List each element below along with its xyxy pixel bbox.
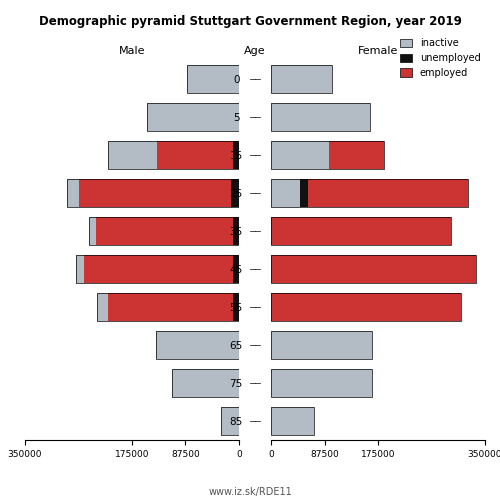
Title: Age: Age bbox=[244, 46, 266, 56]
Bar bbox=[300, 180, 308, 206]
Bar bbox=[187, 66, 239, 92]
Bar bbox=[271, 104, 370, 130]
Bar bbox=[271, 332, 372, 358]
Bar bbox=[271, 66, 332, 92]
Bar bbox=[234, 218, 239, 244]
Bar bbox=[76, 256, 84, 282]
Bar bbox=[271, 332, 372, 358]
Bar bbox=[157, 142, 234, 169]
Bar bbox=[172, 370, 239, 396]
Bar bbox=[271, 256, 476, 282]
Bar bbox=[156, 332, 239, 358]
Bar bbox=[271, 218, 452, 244]
Bar bbox=[271, 142, 384, 169]
Bar bbox=[108, 142, 239, 169]
Bar bbox=[231, 180, 239, 206]
Bar bbox=[67, 180, 239, 206]
Bar bbox=[308, 180, 468, 206]
Bar bbox=[108, 294, 234, 320]
Title: Female: Female bbox=[358, 46, 398, 56]
Bar bbox=[271, 294, 460, 320]
Bar bbox=[88, 218, 239, 244]
Bar bbox=[271, 180, 300, 206]
Bar bbox=[108, 142, 157, 169]
Text: Demographic pyramid Stuttgart Government Region, year 2019: Demographic pyramid Stuttgart Government… bbox=[38, 15, 462, 28]
Bar bbox=[67, 180, 80, 206]
Bar bbox=[329, 142, 384, 169]
Bar bbox=[271, 370, 372, 396]
Bar bbox=[220, 408, 239, 434]
Bar bbox=[271, 142, 329, 169]
Bar bbox=[271, 104, 370, 130]
Bar bbox=[220, 408, 239, 434]
Legend: inactive, unemployed, employed: inactive, unemployed, employed bbox=[396, 34, 484, 82]
Bar bbox=[271, 66, 332, 92]
Bar bbox=[84, 256, 234, 282]
Text: www.iz.sk/RDE11: www.iz.sk/RDE11 bbox=[208, 487, 292, 497]
Bar bbox=[172, 370, 239, 396]
Bar bbox=[234, 142, 239, 169]
Bar bbox=[271, 218, 452, 244]
Bar bbox=[271, 180, 468, 206]
Title: Male: Male bbox=[118, 46, 145, 56]
Bar bbox=[187, 66, 239, 92]
Bar bbox=[156, 332, 239, 358]
Bar bbox=[80, 180, 231, 206]
Bar bbox=[271, 294, 460, 320]
Bar bbox=[76, 256, 239, 282]
Bar bbox=[148, 104, 239, 130]
Bar bbox=[234, 256, 239, 282]
Bar bbox=[271, 408, 314, 434]
Bar bbox=[97, 294, 108, 320]
Bar bbox=[148, 104, 239, 130]
Bar bbox=[271, 256, 476, 282]
Bar bbox=[97, 294, 239, 320]
Bar bbox=[88, 218, 96, 244]
Bar bbox=[271, 408, 314, 434]
Bar bbox=[234, 294, 239, 320]
Bar bbox=[271, 370, 372, 396]
Bar bbox=[96, 218, 234, 244]
